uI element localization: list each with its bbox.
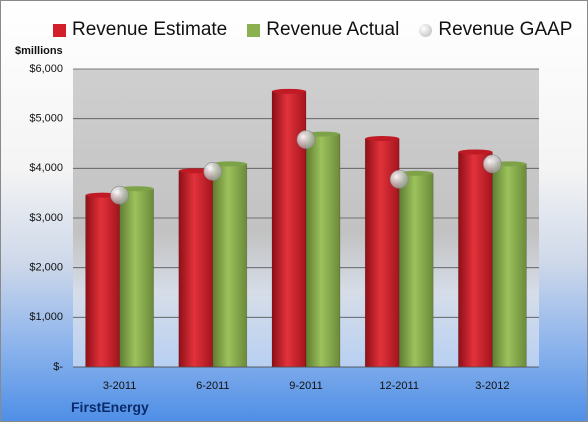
bar-revenue-estimate xyxy=(458,151,493,368)
x-tick-label: 9-2011 xyxy=(289,380,322,392)
marker-revenue-gaap xyxy=(203,162,223,181)
bar-revenue-estimate-top xyxy=(365,136,400,142)
bar-revenue-actual-top xyxy=(306,131,340,137)
bar-revenue-estimate xyxy=(178,170,214,368)
bar-revenue-estimate xyxy=(85,194,120,368)
y-axis-unit-label: $millions xyxy=(15,45,63,57)
y-tick-label: $3,000 xyxy=(29,212,63,224)
marker-revenue-gaap xyxy=(296,130,316,149)
legend-swatch-gaap xyxy=(419,23,433,37)
y-tick-label: $1,000 xyxy=(29,311,63,323)
bar-revenue-actual xyxy=(398,173,434,368)
marker-revenue-gaap xyxy=(389,169,409,189)
x-tick-label: 6-2011 xyxy=(196,380,229,392)
bar-revenue-actual xyxy=(212,163,248,368)
bar-revenue-estimate-top xyxy=(272,88,306,94)
bar-revenue-estimate-top xyxy=(458,149,493,155)
bar-revenue-actual xyxy=(492,163,527,368)
bar-revenue-actual xyxy=(119,188,154,368)
legend-label-gaap: Revenue GAAP xyxy=(438,19,573,40)
y-tick-label: $2,000 xyxy=(29,262,63,274)
y-tick-label: $5,000 xyxy=(29,113,63,125)
legend-swatch-actual xyxy=(247,23,261,37)
bar-revenue-actual-top xyxy=(399,170,434,176)
marker-revenue-gaap xyxy=(110,185,129,205)
legend-label-estimate: Revenue Estimate xyxy=(72,19,228,40)
legend-item-gaap: Revenue GAAP xyxy=(419,19,572,41)
y-tick-label: $6,000 xyxy=(29,63,63,75)
bar-revenue-actual-top xyxy=(119,186,154,192)
legend-swatch-estimate xyxy=(53,23,66,37)
x-tick-label: 3-2012 xyxy=(475,380,509,392)
x-tick-label: 12-2011 xyxy=(379,380,419,392)
bar-revenue-actual xyxy=(305,133,341,368)
y-tick-label: $- xyxy=(53,361,63,373)
legend-item-actual: Revenue Actual xyxy=(247,19,399,41)
company-name: FirstEnergy xyxy=(71,399,149,415)
legend-label-actual: Revenue Actual xyxy=(266,19,400,40)
legend: Revenue Estimate Revenue Actual Revenue … xyxy=(53,17,577,43)
legend-item-estimate: Revenue Estimate xyxy=(53,19,227,41)
bar-revenue-actual-top xyxy=(212,161,247,167)
marker-revenue-gaap xyxy=(483,154,502,174)
x-tick-label: 3-2011 xyxy=(103,380,136,392)
y-tick-label: $4,000 xyxy=(29,162,63,174)
